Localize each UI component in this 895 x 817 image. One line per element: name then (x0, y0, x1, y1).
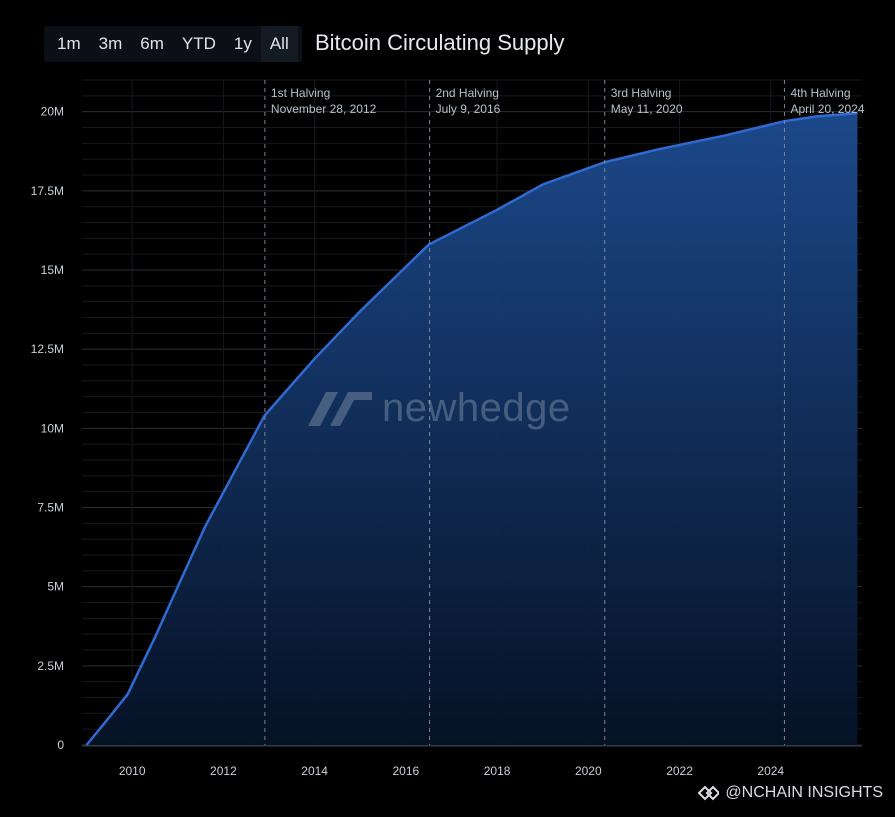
y-axis: 0 2.5M 5M 7.5M 10M 12.5M 15M 17.5M 20M (31, 105, 65, 752)
newhedge-watermark: newhedge (308, 386, 571, 431)
range-selector: 1m 3m 6m YTD 1y All (44, 26, 302, 62)
y-tick-label: 2.5M (37, 659, 64, 673)
halving-label: 3rd Halving (611, 86, 672, 100)
footer-credit: @NCHAIN INSIGHTS (693, 783, 883, 803)
x-tick-label: 2024 (757, 764, 784, 778)
x-axis: 2010 2012 2014 2016 2018 2020 2022 2024 (82, 745, 862, 778)
range-ytd-button[interactable]: YTD (181, 34, 216, 53)
supply-area-fill (86, 113, 858, 745)
y-tick-label: 10M (41, 421, 64, 435)
halving-label: 4th Halving (790, 86, 850, 100)
x-tick-label: 2014 (301, 764, 328, 778)
x-tick-label: 2018 (484, 764, 511, 778)
y-tick-label: 17.5M (31, 184, 64, 198)
x-tick-label: 2022 (666, 764, 693, 778)
watermark-text: newhedge (382, 386, 571, 430)
halving-date: May 11, 2020 (611, 102, 683, 116)
y-tick-label: 0 (57, 738, 64, 752)
chart-title: Bitcoin Circulating Supply (315, 30, 565, 55)
x-tick-label: 2016 (393, 764, 420, 778)
halving-label: 1st Halving (271, 86, 330, 100)
y-tick-label: 7.5M (37, 501, 64, 515)
range-all-button[interactable]: All (260, 26, 298, 62)
halving-date: April 20, 2024 (790, 102, 864, 116)
range-1y-button[interactable]: 1y (233, 34, 252, 53)
range-6m-button[interactable]: 6m (140, 34, 164, 53)
diamond-logo-icon (697, 785, 720, 801)
y-tick-label: 12.5M (31, 342, 64, 356)
y-tick-label: 20M (41, 105, 64, 119)
supply-line (85, 112, 858, 746)
footer-text: @NCHAIN INSIGHTS (725, 784, 883, 801)
newhedge-logo-icon (308, 391, 372, 426)
halving-date: November 28, 2012 (271, 102, 377, 116)
range-1m-button[interactable]: 1m (57, 34, 81, 53)
x-tick-label: 2012 (210, 764, 237, 778)
halving-date: July 9, 2016 (436, 102, 501, 116)
y-tick-label: 15M (41, 263, 64, 277)
range-3m-button[interactable]: 3m (98, 34, 123, 53)
y-tick-label: 5M (47, 580, 64, 594)
halving-label: 2nd Halving (436, 86, 499, 100)
x-tick-label: 2010 (119, 764, 146, 778)
x-tick-label: 2020 (575, 764, 602, 778)
